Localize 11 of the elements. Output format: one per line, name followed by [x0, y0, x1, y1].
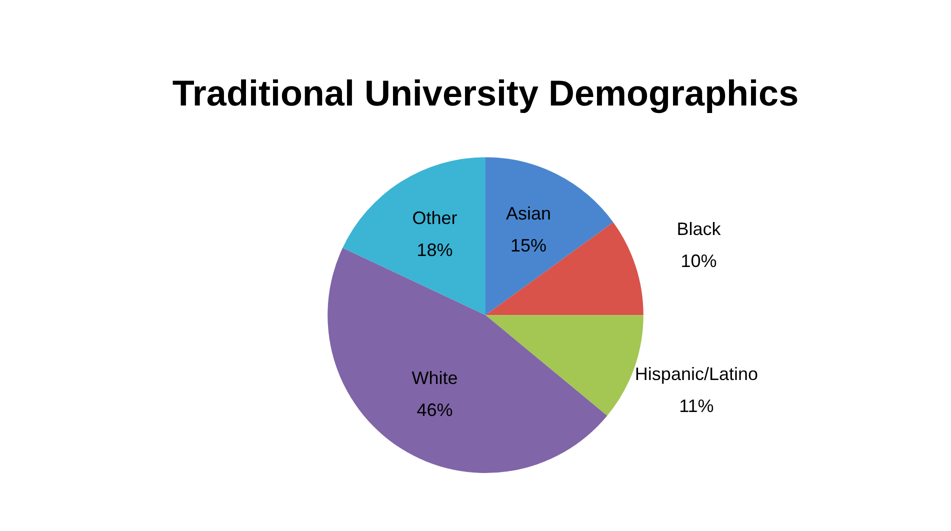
- slice-label: Hispanic/Latino: [634, 364, 758, 384]
- slice-label: Asian: [506, 204, 552, 224]
- data-label: 46%: [416, 400, 453, 420]
- data-label: 10%: [680, 250, 717, 271]
- data-label: 11%: [679, 396, 714, 416]
- chart-title: Traditional University Demographics: [172, 72, 799, 114]
- data-label: 18%: [416, 240, 453, 260]
- slice-label: Other: [412, 208, 458, 228]
- data-label: 15%: [510, 236, 547, 256]
- slice-label: Black: [676, 218, 722, 239]
- slice-label: White: [412, 368, 458, 388]
